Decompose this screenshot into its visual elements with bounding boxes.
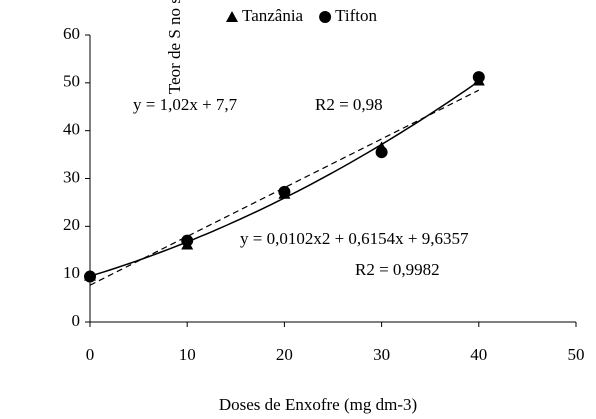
x-tick-label: 20 bbox=[276, 345, 293, 364]
trendline bbox=[89, 89, 480, 286]
y-tick-label: 30 bbox=[63, 167, 80, 186]
legend-label: Tifton bbox=[335, 6, 377, 25]
legend-label: Tanzânia bbox=[242, 6, 304, 25]
annotation: R2 = 0,9982 bbox=[355, 260, 440, 279]
y-tick-label: 50 bbox=[63, 72, 80, 91]
y-tick-label: 10 bbox=[63, 263, 80, 282]
y-tick-label: 20 bbox=[63, 215, 80, 234]
x-tick-label: 50 bbox=[568, 345, 585, 364]
x-tick-label: 30 bbox=[373, 345, 390, 364]
y-tick-label: 60 bbox=[63, 24, 80, 43]
y-tick-label: 0 bbox=[72, 311, 81, 330]
marker bbox=[181, 234, 194, 247]
annotation: y = 0,0102x2 + 0,6154x + 9,6357 bbox=[240, 229, 469, 248]
marker bbox=[319, 11, 332, 23]
x-tick-label: 10 bbox=[179, 345, 196, 364]
marker bbox=[472, 71, 485, 84]
annotation: y = 1,02x + 7,7 bbox=[133, 95, 238, 114]
y-axis-label: Teor de S no solo (mg dm-3) bbox=[165, 0, 184, 94]
marker bbox=[278, 185, 291, 198]
x-axis-label: Doses de Enxofre (mg dm-3) bbox=[219, 395, 417, 414]
marker bbox=[375, 146, 388, 159]
y-tick-label: 40 bbox=[63, 120, 80, 139]
annotation: R2 = 0,98 bbox=[315, 95, 383, 114]
x-tick-label: 40 bbox=[470, 345, 487, 364]
marker bbox=[226, 11, 238, 22]
x-tick-label: 0 bbox=[86, 345, 95, 364]
marker bbox=[84, 270, 96, 283]
